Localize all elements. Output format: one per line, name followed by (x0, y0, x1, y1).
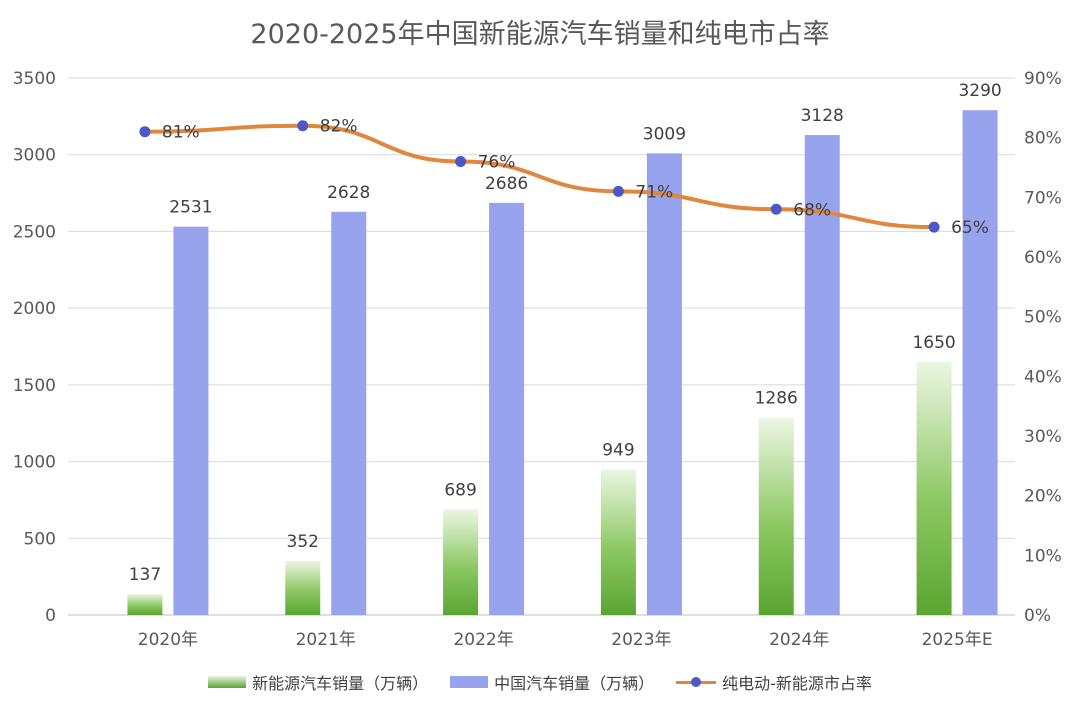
y-left-tick-label: 1000 (13, 453, 56, 473)
x-tick-label: 2021年 (296, 630, 356, 650)
data-label-china-sales: 2531 (169, 198, 212, 218)
y-right-tick-label: 60% (1024, 248, 1062, 268)
legend-label: 新能源汽车销量（万辆） (252, 674, 429, 693)
y-left-tick-label: 500 (24, 529, 56, 549)
data-label-china-sales: 3290 (958, 81, 1001, 101)
legend-item-bev-share: 纯电动-新能源市占率 (676, 670, 872, 694)
line-bev-share (142, 123, 937, 230)
data-label-nev-sales: 137 (129, 565, 161, 585)
legend-label: 纯电动-新能源市占率 (722, 674, 872, 693)
point-bev-share (455, 156, 467, 168)
y-right-tick-label: 50% (1024, 308, 1062, 328)
x-tick-label: 2025年E (922, 630, 993, 650)
bar-china-sales (962, 110, 998, 615)
point-bev-share (612, 185, 624, 197)
legend-label: 中国汽车销量（万辆） (494, 674, 655, 693)
data-label-nev-sales: 949 (602, 440, 634, 460)
y-left-tick-label: 2500 (13, 222, 56, 242)
point-bev-share (139, 126, 151, 138)
bar-nev-sales (916, 361, 952, 615)
data-label-nev-sales: 1650 (912, 333, 955, 353)
bar-china-sales (173, 226, 209, 615)
y-right-tick-label: 70% (1024, 188, 1062, 208)
y-right-tick-label: 80% (1024, 129, 1062, 149)
y-left-tick-label: 1500 (13, 376, 56, 396)
data-label-bev-share: 81% (162, 123, 200, 143)
legend-swatch-blue (450, 676, 489, 688)
y-right-tick-label: 10% (1024, 546, 1062, 566)
bar-nev-sales (443, 509, 479, 615)
y-left-tick-label: 3500 (13, 69, 56, 89)
data-label-bev-share: 71% (635, 182, 673, 202)
bar-nev-sales (127, 593, 163, 615)
y-right-tick-label: 30% (1024, 427, 1062, 447)
data-label-china-sales: 2628 (327, 183, 370, 203)
y-right-tick-label: 0% (1024, 606, 1051, 626)
bar-china-sales (489, 202, 525, 615)
data-label-china-sales: 3128 (801, 106, 844, 126)
bar-china-sales (646, 153, 682, 615)
y-right-tick-label: 90% (1024, 69, 1062, 89)
x-tick-label: 2020年 (138, 630, 198, 650)
data-label-china-sales: 3009 (643, 124, 686, 144)
point-bev-share (928, 221, 940, 233)
data-label-bev-share: 82% (320, 117, 358, 137)
x-tick-label: 2022年 (453, 630, 513, 650)
legend-item-nev-sales: 新能源汽车销量（万辆） (208, 670, 428, 694)
bar-china-sales (331, 211, 367, 615)
data-label-bev-share: 76% (478, 153, 516, 173)
data-label-china-sales: 2686 (485, 174, 528, 194)
legend-swatch-green (208, 676, 247, 688)
bar-nev-sales (600, 469, 636, 615)
legend-swatch-line (676, 676, 717, 688)
point-bev-share (770, 203, 782, 215)
bar-nev-sales (285, 560, 321, 615)
bar-nev-sales (758, 417, 794, 615)
point-bev-share (297, 120, 309, 132)
x-tick-label: 2023年 (611, 630, 671, 650)
chart-title: 2020-2025年中国新能源汽车销量和纯电市占率 (250, 19, 830, 50)
y-left-tick-label: 3000 (13, 146, 56, 166)
data-label-bev-share: 68% (793, 200, 831, 220)
chart-legend: 新能源汽车销量（万辆） 中国汽车销量（万辆） 纯电动-新能源市占率 (0, 670, 1080, 694)
data-label-nev-sales: 1286 (755, 389, 798, 409)
legend-item-china-sales: 中国汽车销量（万辆） (450, 670, 654, 694)
data-label-bev-share: 65% (951, 218, 989, 238)
x-tick-label: 2024年 (769, 630, 829, 650)
data-label-nev-sales: 352 (287, 532, 319, 552)
data-label-nev-sales: 689 (444, 480, 476, 500)
y-left-tick-label: 0 (45, 606, 56, 626)
y-left-tick-label: 2000 (13, 299, 56, 319)
y-right-tick-label: 40% (1024, 367, 1062, 387)
y-right-tick-label: 20% (1024, 487, 1062, 507)
